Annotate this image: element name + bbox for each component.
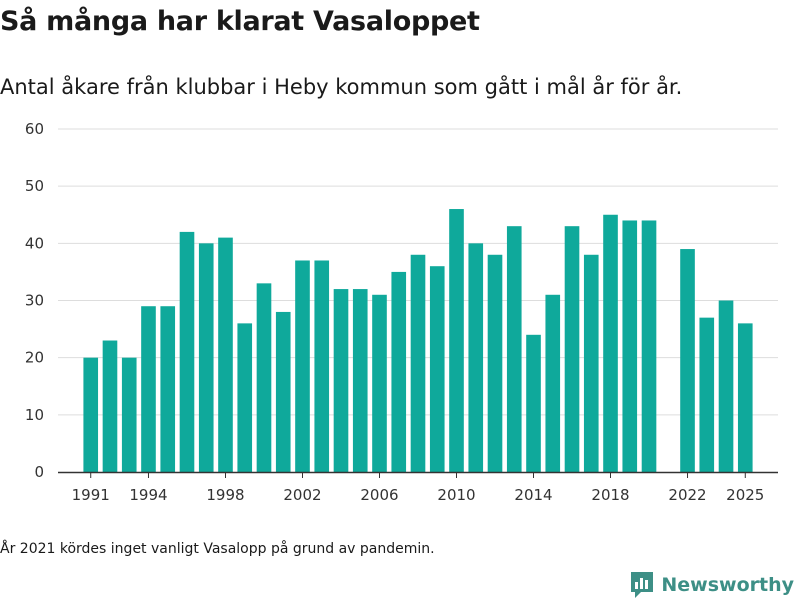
bar-1992 — [102, 340, 118, 472]
bar-2020 — [641, 220, 657, 472]
x-tick-label: 1991 — [72, 486, 110, 504]
brand-name: Newsworthy — [661, 574, 794, 596]
bar-1994 — [141, 306, 156, 472]
footnote: År 2021 kördes inget vanligt Vasalopp på… — [0, 541, 435, 557]
bar-1996 — [179, 231, 195, 472]
bar-1991 — [83, 357, 99, 472]
y-tick-label: 0 — [34, 463, 44, 481]
bar-2018 — [603, 214, 618, 472]
y-tick-label: 50 — [25, 177, 44, 195]
bar-2011 — [468, 243, 484, 472]
y-tick-label: 40 — [25, 234, 44, 252]
bar-2017 — [583, 254, 599, 472]
bar-2005 — [352, 289, 368, 472]
x-tick-label: 1998 — [206, 486, 244, 504]
y-tick-label: 10 — [25, 406, 44, 424]
bar-2000 — [256, 283, 272, 472]
bar-2013 — [506, 226, 522, 472]
x-tick-label: 2018 — [591, 486, 629, 504]
x-tick-label: 2010 — [437, 486, 475, 504]
bar-1995 — [160, 306, 176, 472]
bar-2008 — [410, 254, 426, 472]
bar-2025 — [737, 323, 753, 472]
bar-2003 — [314, 260, 330, 472]
x-tick-label: 2014 — [514, 486, 552, 504]
x-tick-label: 2002 — [283, 486, 321, 504]
brand-logo: Newsworthy — [629, 569, 794, 601]
bar-2004 — [333, 289, 349, 472]
bar-2001 — [275, 311, 291, 472]
bar-2002 — [295, 260, 310, 472]
y-tick-label: 30 — [25, 292, 44, 310]
axes: 0 10 20 30 40 50 60 1991 1994 1998 2002 2006 2010 201… — [25, 120, 778, 504]
bar-2006 — [372, 294, 387, 472]
bar-1998 — [218, 237, 233, 472]
bar-2007 — [391, 271, 407, 472]
bar-1999 — [237, 323, 253, 472]
bars — [83, 209, 753, 473]
chart-subtitle: Antal åkare från klubbar i Heby kommun s… — [0, 75, 683, 99]
bar-2023 — [699, 317, 715, 472]
newsworthy-logo-icon — [631, 572, 654, 598]
bar-2010 — [449, 209, 464, 473]
bar-2015 — [545, 294, 561, 472]
bar-1997 — [198, 243, 214, 472]
x-tick-label: 2025 — [726, 486, 764, 504]
bar-2016 — [564, 226, 580, 472]
bar-2014 — [526, 334, 541, 472]
x-tick-label: 2022 — [668, 486, 706, 504]
chart-title: Så många har klarat Vasaloppet — [0, 6, 480, 37]
x-tick-label: 2006 — [360, 486, 398, 504]
x-tick-label: 1994 — [129, 486, 167, 504]
bar-2009 — [429, 266, 445, 472]
bar-2012 — [487, 254, 503, 472]
y-tick-label: 20 — [25, 349, 44, 367]
bar-2022 — [680, 249, 695, 472]
bar-1993 — [121, 357, 137, 472]
bar-2024 — [718, 300, 734, 472]
bar-2019 — [622, 220, 638, 472]
y-tick-label: 60 — [25, 120, 44, 138]
